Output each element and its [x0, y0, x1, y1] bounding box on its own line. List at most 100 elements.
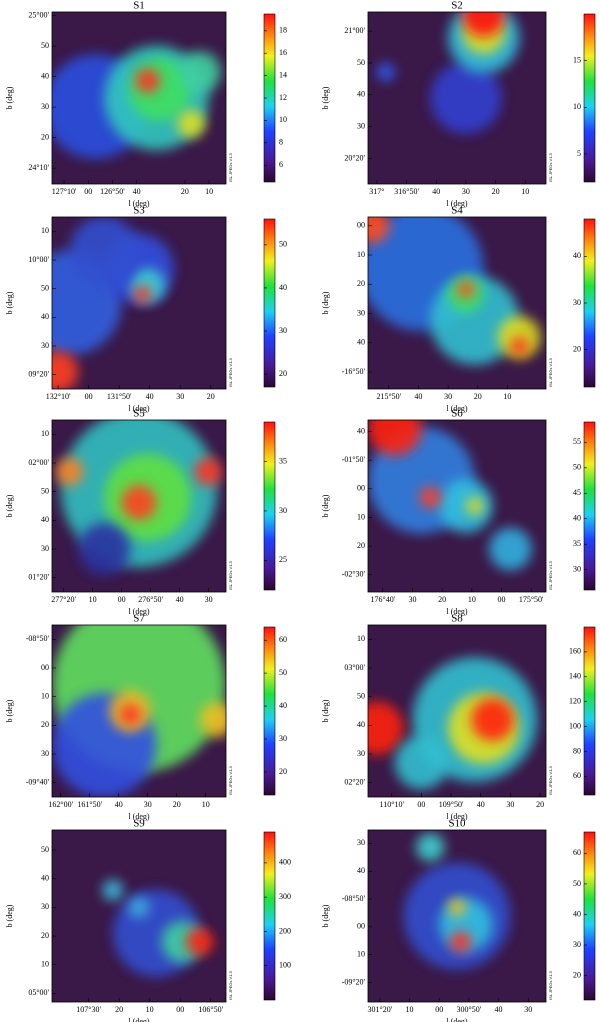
colorbar: [263, 626, 276, 796]
y-tick-label: -09°20': [342, 977, 366, 986]
plot-frame: [367, 419, 547, 593]
y-tick-label: 40: [41, 71, 49, 80]
y-tick-label: 00: [357, 922, 365, 931]
x-tick-label: 110°10': [380, 800, 405, 809]
x-tick-label: 20: [438, 595, 446, 604]
y-axis-label: b (deg): [321, 494, 330, 517]
colorbar-tick-label: 15: [573, 55, 581, 64]
colorbar-tick-label: 5: [577, 149, 581, 158]
x-tick-label: 109°50': [439, 800, 464, 809]
heatmap-image: [52, 217, 226, 389]
x-axis-label: l (deg): [446, 404, 467, 413]
colorbar-tick-label: 16: [279, 48, 287, 57]
y-tick-label: 50: [41, 41, 49, 50]
y-tick-label: 40: [357, 720, 365, 729]
x-tick-label: 00: [498, 595, 506, 604]
x-tick-label: 127°10': [52, 187, 77, 196]
colorbar-tick-label: 30: [279, 326, 287, 335]
x-axis-label: l (deg): [446, 812, 467, 821]
colorbar-tick-label: 10: [279, 115, 287, 124]
colorbar-tick-label: 55: [573, 437, 581, 446]
y-tick-label: 02°00': [28, 458, 49, 467]
x-tick-label: 40: [477, 800, 485, 809]
colorbar-tick-label: 100: [279, 961, 291, 970]
x-tick-label: 215°50': [376, 392, 401, 401]
y-tick-label: -08°50': [26, 634, 50, 643]
panel: S9 l (deg) b (deg) ISL JPEGs V1.3 107°30' 20 1…: [5, 818, 291, 1022]
y-tick-label: 20: [41, 132, 49, 141]
colorbar-tick-label: 60: [573, 771, 581, 780]
watermark: ISL JPEGs V1.3: [228, 152, 233, 182]
x-tick-label: 106°50': [198, 1005, 223, 1014]
x-tick-label: 40: [176, 595, 184, 604]
watermark: ISL JPEGs V1.3: [228, 560, 233, 590]
y-tick-label: 00: [41, 663, 49, 672]
x-tick-label: 162°00': [48, 800, 73, 809]
y-tick-label: 40: [41, 515, 49, 524]
y-tick-label: 24°10': [28, 163, 49, 172]
colorbar-tick-label: 160: [569, 647, 581, 656]
heatmap-image: [52, 830, 226, 1002]
watermark: ISL JPEGs V1.3: [548, 765, 553, 795]
y-tick-label: 20: [357, 541, 365, 550]
y-tick-label: -02°30': [342, 570, 366, 579]
y-tick-label: 40: [357, 90, 365, 99]
panel: S7 l (deg) b (deg) ISL JPEGs V1.3 162°00' 161…: [5, 613, 287, 821]
colorbar-tick-label: 80: [573, 746, 581, 755]
y-tick-label: 20: [41, 931, 49, 940]
panel: S3 l (deg) b (deg) ISL JPEGs V1.3 132°10' 00 1…: [5, 205, 287, 413]
x-tick-label: 161°50': [77, 800, 102, 809]
x-tick-label: 20: [474, 392, 482, 401]
x-axis-label: l (deg): [128, 812, 149, 821]
panel-title: S8: [451, 613, 463, 625]
y-tick-label: 30: [41, 341, 49, 350]
y-tick-label: 50: [41, 487, 49, 496]
panel-title: S6: [451, 408, 463, 420]
colorbar-tick-label: 6: [279, 160, 283, 169]
x-tick-label: 30: [205, 595, 213, 604]
plot-frame: [367, 829, 547, 1003]
x-tick-label: 30: [176, 392, 184, 401]
x-tick-label: 20: [181, 187, 189, 196]
plot-frame: [367, 11, 547, 185]
panel-title: S2: [451, 0, 463, 12]
x-tick-label: 30: [409, 595, 417, 604]
colorbar-tick-label: 50: [279, 240, 287, 249]
y-tick-label: 00: [357, 221, 365, 230]
colorbar-tick-label: 120: [569, 696, 581, 705]
y-tick-label: 10: [41, 429, 49, 438]
y-axis-label: b (deg): [5, 86, 14, 109]
y-axis-label: b (deg): [5, 494, 14, 517]
y-tick-label: 50: [357, 692, 365, 701]
colorbar-tick-label: 12: [279, 93, 287, 102]
y-tick-label: 40: [357, 338, 365, 347]
colorbar-tick-label: 140: [569, 672, 581, 681]
x-tick-label: 40: [495, 1005, 503, 1014]
colorbar: [263, 421, 276, 591]
x-axis-label: l (deg): [128, 404, 149, 413]
x-tick-label: 126°50': [100, 187, 125, 196]
colorbar-tick-label: 20: [573, 344, 581, 353]
panel: S4 l (deg) b (deg) ISL JPEGs V1.3 215°50' 40 3…: [321, 205, 596, 413]
y-tick-label: 10°00': [28, 255, 49, 264]
x-axis-label: l (deg): [128, 607, 149, 616]
x-tick-label: 40: [115, 800, 123, 809]
y-tick-label: 10: [357, 950, 365, 959]
x-axis-label: l (deg): [128, 1017, 149, 1022]
colorbar-tick-label: 40: [279, 701, 287, 710]
colorbar-tick-label: 400: [279, 858, 291, 867]
x-tick-label: 316°50': [394, 187, 419, 196]
x-axis-label: l (deg): [446, 607, 467, 616]
watermark: ISL JPEGs V1.3: [548, 970, 553, 1000]
panel-title: S7: [133, 613, 145, 625]
colorbar: [583, 831, 596, 1001]
panel: S8 l (deg) b (deg) ISL JPEGs V1.3 110°10' 00 1…: [321, 613, 596, 821]
colorbar-tick-label: 50: [573, 879, 581, 888]
colorbar-tick-label: 18: [279, 26, 287, 35]
y-tick-label: 01°20': [28, 573, 49, 582]
plot-frame: [367, 216, 547, 390]
x-tick-label: 20: [207, 392, 215, 401]
y-tick-label: 40: [41, 312, 49, 321]
colorbar-tick-label: 45: [573, 488, 581, 497]
colorbar-tick-label: 30: [573, 940, 581, 949]
